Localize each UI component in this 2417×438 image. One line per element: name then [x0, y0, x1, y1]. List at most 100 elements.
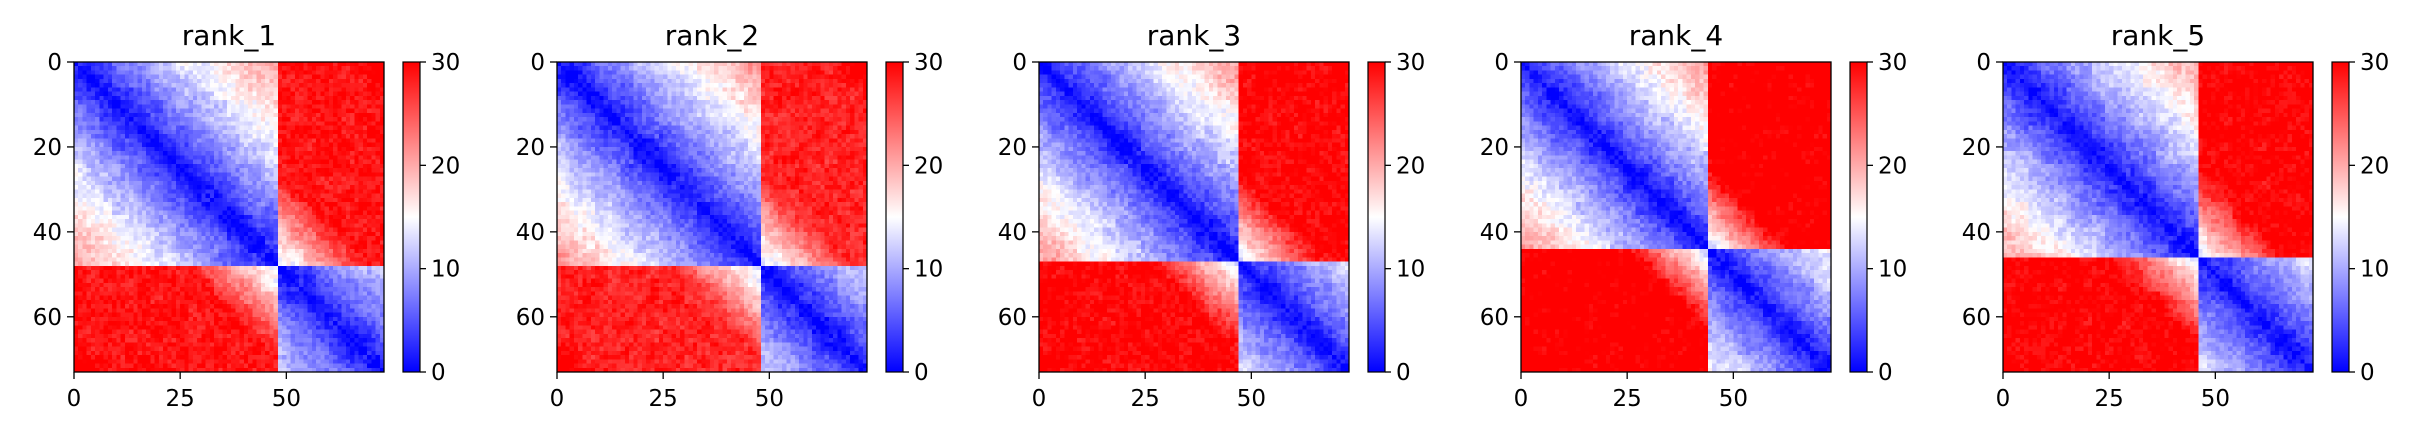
- heatmap-cell: [256, 299, 262, 305]
- heatmap-cell: [137, 291, 143, 297]
- heatmap-cell: [205, 274, 211, 280]
- heatmap-cell: [133, 163, 139, 169]
- heatmap-cell: [167, 70, 173, 76]
- heatmap-cell: [124, 231, 130, 237]
- heatmap-cell: [294, 261, 300, 267]
- heatmap-cell: [86, 108, 92, 114]
- heatmap-cell: [209, 325, 215, 331]
- heatmap-cell: [95, 261, 101, 267]
- heatmap-cell: [294, 134, 300, 140]
- heatmap-cell: [86, 172, 92, 178]
- heatmap-cell: [260, 329, 266, 335]
- heatmap-cell: [188, 168, 194, 174]
- heatmap-cell: [90, 316, 96, 322]
- heatmap-cell: [90, 236, 96, 241]
- heatmap-cell: [103, 112, 109, 118]
- heatmap-cell: [141, 321, 147, 326]
- heatmap-cell: [235, 321, 241, 326]
- heatmap-cell: [350, 146, 355, 152]
- heatmap-cell: [171, 197, 177, 203]
- heatmap-cell: [328, 78, 334, 84]
- heatmap-cell: [214, 270, 219, 275]
- heatmap-cell: [146, 189, 152, 195]
- heatmap-cell: [133, 274, 139, 280]
- heatmap-cell: [328, 151, 334, 157]
- heatmap-cell: [243, 270, 249, 275]
- heatmap-cell: [235, 197, 241, 203]
- heatmap-cell: [171, 159, 177, 165]
- heatmap-cell: [350, 257, 355, 263]
- heatmap-cell: [74, 142, 79, 148]
- heatmap-cell: [112, 278, 118, 284]
- heatmap-cell: [286, 95, 292, 101]
- heatmap-cell: [201, 299, 207, 305]
- heatmap-cell: [205, 197, 211, 203]
- heatmap-cell: [320, 257, 326, 263]
- heatmap-cell: [107, 176, 113, 182]
- heatmap-cell: [350, 134, 355, 140]
- heatmap-cell: [265, 214, 270, 220]
- heatmap-cell: [116, 350, 122, 356]
- heatmap-cell: [158, 257, 164, 263]
- heatmap-cell: [375, 66, 381, 72]
- heatmap-cell: [294, 299, 300, 305]
- heatmap-cell: [74, 325, 79, 331]
- heatmap-cell: [226, 66, 232, 72]
- heatmap-cell: [129, 325, 135, 331]
- heatmap-cell: [99, 74, 105, 80]
- heatmap-cell: [188, 231, 194, 237]
- heatmap-cell: [231, 316, 236, 322]
- heatmap-cell: [205, 62, 211, 67]
- heatmap-cell: [239, 62, 245, 67]
- heatmap-cell: [290, 83, 296, 89]
- heatmap-cell: [150, 325, 156, 331]
- heatmap-cell: [171, 274, 177, 280]
- heatmap-cell: [218, 74, 224, 80]
- heatmap-cell: [141, 193, 147, 199]
- heatmap-cell: [214, 197, 219, 203]
- heatmap-cell: [146, 227, 152, 233]
- heatmap-cell: [231, 95, 236, 101]
- heatmap-cell: [197, 155, 202, 161]
- heatmap-cell: [243, 62, 249, 67]
- heatmap-cell: [116, 223, 122, 229]
- heatmap-cell: [226, 287, 232, 292]
- heatmap-cell: [184, 342, 190, 348]
- heatmap-cell: [328, 214, 334, 220]
- heatmap-cell: [205, 367, 211, 373]
- heatmap-cell: [201, 219, 207, 224]
- heatmap-cell: [133, 100, 139, 106]
- heatmap-cell: [209, 100, 215, 106]
- heatmap-cell: [358, 151, 364, 157]
- heatmap-cell: [167, 287, 173, 292]
- heatmap-cell: [107, 333, 113, 339]
- heatmap-cell: [95, 231, 101, 237]
- heatmap-cell: [133, 62, 139, 67]
- heatmap-cell: [99, 121, 105, 127]
- heatmap-cell: [214, 248, 219, 254]
- heatmap-cell: [350, 70, 355, 76]
- heatmap-cell: [205, 95, 211, 101]
- heatmap-cell: [175, 180, 181, 186]
- heatmap-cell: [209, 312, 215, 318]
- heatmap-cell: [116, 83, 122, 89]
- heatmap-cell: [214, 91, 219, 97]
- heatmap-cell: [265, 363, 270, 369]
- heatmap-cell: [112, 342, 118, 348]
- heatmap-cell: [269, 159, 275, 165]
- heatmap-cell: [282, 146, 287, 152]
- heatmap-cell: [252, 321, 258, 326]
- heatmap-cell: [277, 74, 283, 80]
- heatmap-cell: [333, 227, 338, 233]
- heatmap-cell: [103, 308, 109, 314]
- heatmap-cell: [133, 189, 139, 195]
- heatmap-cell: [188, 359, 194, 365]
- heatmap-cell: [154, 214, 160, 220]
- heatmap-cell: [316, 112, 321, 118]
- heatmap-cell: [235, 83, 241, 89]
- heatmap-cell: [167, 342, 173, 348]
- heatmap-cell: [324, 74, 330, 80]
- heatmap-cell: [103, 197, 109, 203]
- heatmap-cell: [116, 189, 122, 195]
- heatmap-cell: [311, 261, 317, 267]
